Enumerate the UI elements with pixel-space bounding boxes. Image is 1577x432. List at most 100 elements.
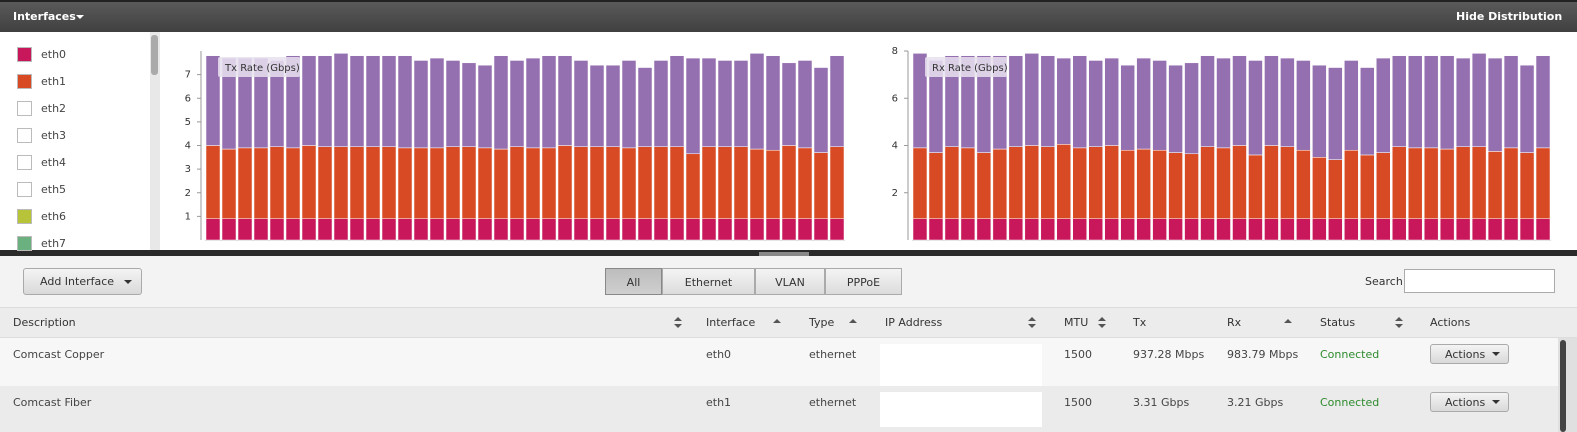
bar-segment (797, 218, 813, 241)
table-scroll-thumb[interactable] (1560, 340, 1566, 432)
bar-segment (349, 218, 365, 241)
bar-segment (685, 218, 701, 241)
legend-swatch[interactable] (17, 236, 32, 251)
legend-label[interactable]: eth4 (41, 156, 67, 169)
sort-icon (1098, 317, 1106, 321)
bar-segment (765, 55, 781, 151)
bar-segment (1487, 57, 1503, 152)
legend-swatch[interactable] (17, 128, 32, 143)
legend-swatch[interactable] (17, 74, 32, 89)
bar-segment (269, 146, 285, 219)
column-header[interactable]: Status (1320, 316, 1356, 329)
legend-label[interactable]: eth2 (41, 102, 67, 115)
y-tick-label: 5 (185, 117, 191, 128)
bar-segment (765, 149, 781, 219)
chart-title: Tx Rate (Gbps) (224, 63, 300, 74)
bar-segment (928, 152, 944, 219)
bar-segment (1168, 152, 1183, 219)
column-header[interactable]: MTU (1064, 316, 1089, 329)
legend-label[interactable]: eth5 (41, 183, 67, 196)
bar-segment (976, 218, 992, 241)
bar-segment (573, 146, 589, 219)
filter-tab[interactable]: VLAN (755, 268, 825, 295)
column-header[interactable]: Description (13, 316, 76, 329)
column-header[interactable]: Tx (1133, 316, 1147, 329)
bar-segment (733, 218, 749, 241)
actions-button[interactable]: Actions (1430, 392, 1509, 412)
legend-label[interactable]: eth0 (41, 48, 67, 61)
bar-segment (621, 60, 637, 149)
y-tick-label: 1 (185, 211, 191, 222)
sort-icon (1284, 319, 1292, 323)
bar-segment (1152, 149, 1167, 219)
bar-segment (1232, 218, 1247, 241)
column-header[interactable]: Type (809, 316, 835, 329)
bar-segment (976, 152, 992, 219)
bar-segment (1248, 154, 1263, 219)
bar-segment (669, 146, 685, 219)
bar-segment (1008, 146, 1024, 219)
filter-tab[interactable]: All (605, 268, 662, 295)
table-cell: 937.28 Mbps (1133, 348, 1205, 361)
legend-swatch[interactable] (17, 182, 32, 197)
bar-segment (797, 60, 813, 149)
add-interface-button[interactable]: Add Interface (23, 268, 142, 295)
legend-label[interactable]: eth7 (41, 237, 67, 250)
bar-segment (509, 146, 525, 219)
legend-label[interactable]: eth6 (41, 210, 67, 223)
column-header[interactable]: Interface (706, 316, 756, 329)
bar-segment (960, 218, 976, 241)
bar-segment (621, 147, 637, 219)
y-tick-label: 2 (185, 188, 191, 199)
bar-segment (1312, 157, 1327, 219)
bar-segment (717, 146, 733, 219)
bar-segment (333, 218, 349, 241)
legend-label[interactable]: eth3 (41, 129, 67, 142)
column-header[interactable]: IP Address (885, 316, 943, 329)
bar-segment (960, 55, 976, 149)
bar-segment (1088, 218, 1103, 241)
legend-swatch[interactable] (17, 155, 32, 170)
header-title[interactable]: Interfaces (13, 10, 76, 23)
legend-swatch[interactable] (17, 47, 32, 62)
bar-segment (1120, 218, 1135, 241)
charts: 1 2 3 4 5 6 7 Tx Rate (Gbps) 2 4 6 8 Rx Rate (Gbps) (185, 46, 1551, 241)
bar-segment (1439, 218, 1455, 241)
bar-segment (1248, 60, 1263, 156)
bar-segment (1328, 159, 1343, 219)
bar-segment (365, 146, 381, 219)
bar-segment (1376, 218, 1391, 241)
bar-segment (653, 60, 669, 147)
sort-icon (1395, 324, 1403, 328)
hide-distribution[interactable]: Hide Distribution (1456, 10, 1563, 23)
bar-segment (1535, 55, 1551, 149)
bar-segment (477, 64, 493, 149)
bar-segment (1040, 218, 1056, 241)
scroll-thumb[interactable] (151, 35, 158, 75)
filter-tab[interactable]: Ethernet (662, 268, 755, 295)
bar-segment (1455, 218, 1471, 241)
bar-segment (960, 147, 976, 219)
legend-swatch[interactable] (17, 101, 32, 116)
bar-segment (976, 55, 992, 153)
bar-segment (1344, 60, 1359, 151)
bar-segment (301, 218, 317, 241)
redacted-ip (880, 344, 1042, 386)
actions-button[interactable]: Actions (1430, 344, 1509, 364)
filter-tab[interactable]: PPPoE (825, 268, 902, 295)
column-header[interactable]: Rx (1227, 316, 1242, 329)
resize-handle[interactable] (759, 252, 809, 256)
bar-segment (1487, 218, 1503, 241)
add-interface-label: Add Interface (40, 275, 115, 288)
bar-segment (397, 218, 413, 241)
bar-segment (813, 152, 829, 219)
bar-segment (509, 60, 525, 147)
bar-segment (301, 55, 317, 146)
bar-segment (1136, 148, 1151, 219)
legend-label[interactable]: eth1 (41, 75, 67, 88)
search-input[interactable] (1404, 269, 1555, 293)
bar-segment (1168, 64, 1183, 153)
bar-segment (1184, 62, 1199, 155)
legend-swatch[interactable] (17, 209, 32, 224)
bar-segment (1040, 55, 1056, 147)
